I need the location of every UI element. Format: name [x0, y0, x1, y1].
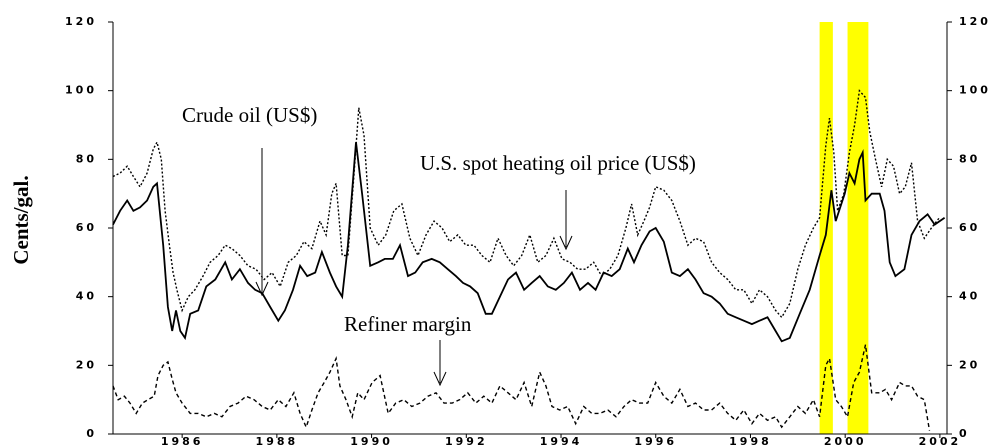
y-tick-label: 120 — [65, 15, 97, 28]
shaded-period — [847, 22, 869, 434]
y2-tick-label: 0 — [959, 427, 970, 440]
arrowhead — [433, 371, 447, 387]
y2-tick-label: 60 — [959, 221, 980, 234]
x-tick-label: 2000 — [824, 435, 867, 447]
x-tick-label: 1988 — [256, 435, 299, 447]
arrowhead — [255, 281, 269, 297]
annotation: Refiner margin — [344, 312, 472, 336]
y-tick-label: 20 — [76, 358, 97, 371]
y-axis-label: Cents/gal. — [9, 175, 33, 264]
y2-tick-label: 80 — [959, 152, 980, 165]
x-tick-label: 1990 — [350, 435, 393, 447]
y2-tick-label: 40 — [959, 290, 980, 303]
x-tick-label: 1994 — [540, 435, 583, 447]
annotation: Crude oil (US$) — [182, 103, 317, 127]
y2-tick-label: 20 — [959, 358, 980, 371]
annotation: U.S. spot heating oil price (US$) — [420, 151, 696, 175]
y2-tick-label: 120 — [959, 15, 991, 28]
x-tick-label: 1996 — [634, 435, 677, 447]
x-tick-label: 2002 — [919, 435, 962, 447]
series-line — [112, 344, 931, 431]
y-tick-label: 100 — [65, 84, 97, 97]
y-tick-label: 60 — [76, 221, 97, 234]
series-line — [112, 142, 946, 343]
series-line — [112, 89, 940, 319]
x-tick-label: 1986 — [161, 435, 204, 447]
x-tick-label: 1998 — [729, 435, 772, 447]
y2-tick-label: 100 — [959, 84, 991, 97]
arrowhead — [559, 235, 573, 251]
y-tick-label: 80 — [76, 152, 97, 165]
x-tick-label: 1992 — [445, 435, 488, 447]
y-tick-label: 0 — [86, 427, 97, 440]
y-tick-label: 40 — [76, 290, 97, 303]
